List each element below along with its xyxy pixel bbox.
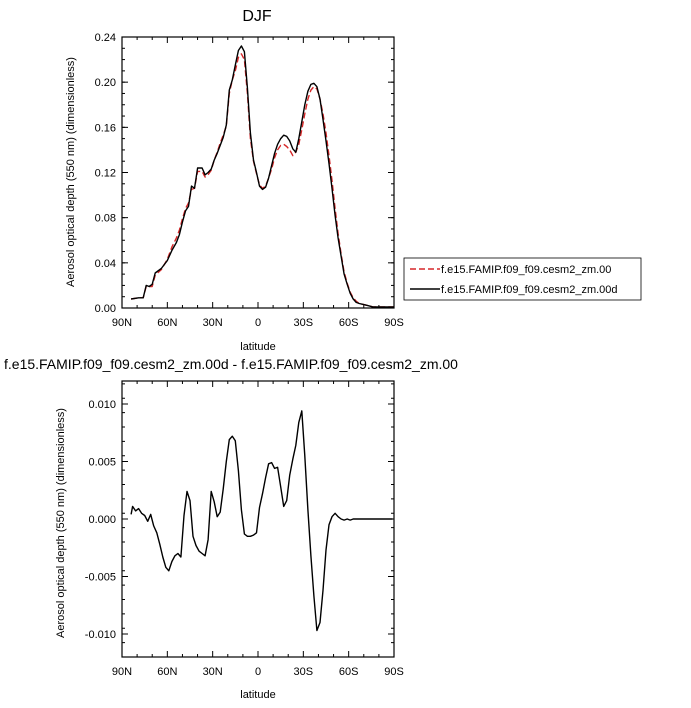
- top-y-tick-label: 0.16: [95, 122, 116, 134]
- bottom-plot-frame: [121, 380, 395, 658]
- top-series-line-1: [130, 53, 394, 308]
- top-y-tick-labels: 0.00 0.04 0.08 0.12 0.16 0.20 0.24: [95, 32, 116, 315]
- bottom-x-axis-label: latitude: [240, 689, 275, 701]
- top-plot-frame: [121, 36, 395, 309]
- legend: f.e15.FAMIP.f09_f09.cesm2_zm.00 f.e15.FA…: [403, 257, 642, 301]
- bottom-x-tick-label: 30N: [203, 666, 223, 678]
- plot-bottom: f.e15.FAMIP.f09_f09.cesm2_zm.00d - f.e15…: [4, 356, 458, 701]
- legend-box: [403, 257, 642, 301]
- legend-label-series-2: f.e15.FAMIP.f09_f09.cesm2_zm.00d: [441, 284, 618, 296]
- top-y-tick-label: 0.20: [95, 77, 116, 89]
- top-y-axis-label: Aerosol optical depth (550 nm) (dimensio…: [65, 57, 77, 287]
- top-chart-title: DJF: [242, 8, 272, 25]
- top-series-line-2: [130, 45, 394, 308]
- top-y-tick-label: 0.08: [95, 213, 116, 225]
- top-y-tick-label: 0.04: [95, 258, 116, 270]
- top-x-tick-label: 60N: [157, 317, 177, 329]
- top-x-tick-label: 90N: [112, 317, 132, 329]
- bottom-x-tick-label: 90S: [384, 666, 404, 678]
- top-series-lines: [130, 45, 394, 308]
- bottom-series-line-1: [130, 410, 393, 632]
- top-x-tick-label: 60S: [339, 317, 359, 329]
- bottom-x-tick-label: 60S: [339, 666, 359, 678]
- bottom-chart-title: f.e15.FAMIP.f09_f09.cesm2_zm.00d - f.e15…: [4, 356, 458, 372]
- top-x-tick-label: 90S: [384, 317, 404, 329]
- top-x-tick-label: 0: [255, 317, 261, 329]
- bottom-x-tick-label: 30S: [294, 666, 314, 678]
- top-x-tick-labels: 90N 60N 30N 0 30S 60S 90S: [112, 317, 404, 329]
- bottom-y-tick-label: -0.010: [85, 629, 116, 641]
- bottom-x-tick-label: 0: [255, 666, 261, 678]
- top-x-axis-label: latitude: [240, 341, 275, 353]
- legend-label-series-1: f.e15.FAMIP.f09_f09.cesm2_zm.00: [441, 264, 611, 276]
- bottom-x-tick-label: 90N: [112, 666, 132, 678]
- bottom-y-tick-label: 0.000: [88, 514, 116, 526]
- top-x-tick-label: 30N: [203, 317, 223, 329]
- bottom-y-tick-label: 0.005: [88, 457, 116, 469]
- top-y-tick-label: 0.12: [95, 168, 116, 180]
- top-x-tick-label: 30S: [294, 317, 314, 329]
- bottom-y-axis-label: Aerosol optical depth (550 nm) (dimensio…: [55, 408, 67, 638]
- top-y-tick-label: 0.00: [95, 303, 116, 315]
- bottom-y-tick-labels: -0.010 -0.005 0.000 0.005 0.010: [85, 399, 116, 641]
- bottom-x-tick-labels: 90N 60N 30N 0 30S 60S 90S: [112, 666, 404, 678]
- bottom-y-tick-label: -0.005: [85, 572, 116, 584]
- bottom-y-tick-label: 0.010: [88, 399, 116, 411]
- bottom-series-lines: [130, 410, 393, 632]
- plot-top: DJF 90N 60N 30N 0 30S 60S 90S 0.00 0.04 0.08 0.12…: [65, 8, 404, 353]
- bottom-x-tick-label: 60N: [157, 666, 177, 678]
- top-y-tick-label: 0.24: [95, 32, 116, 44]
